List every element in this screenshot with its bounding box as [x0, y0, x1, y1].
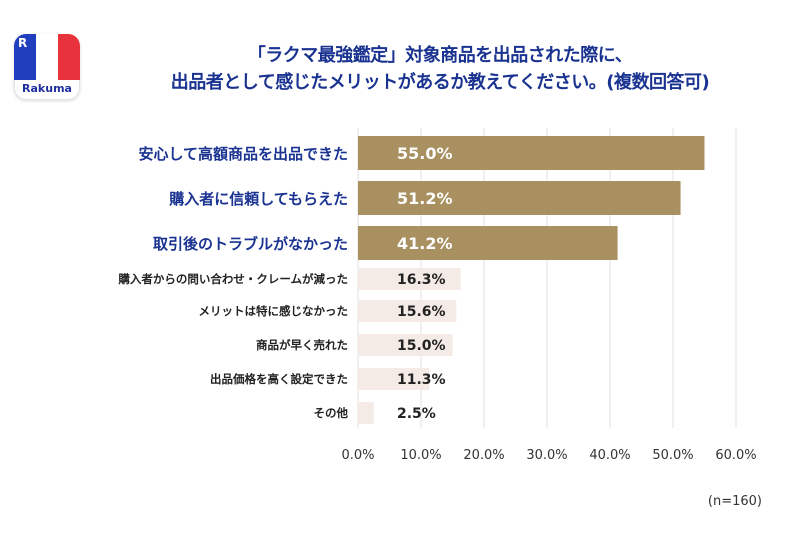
category-label: 取引後のトラブルがなかった — [153, 235, 348, 253]
flag-red-stripe — [58, 34, 80, 80]
x-tick-label: 20.0% — [463, 448, 504, 463]
x-tick-label: 60.0% — [715, 448, 756, 463]
bar — [358, 136, 705, 170]
data-label: 15.0% — [397, 338, 446, 354]
data-label: 15.6% — [397, 304, 446, 320]
data-label: 51.2% — [397, 189, 453, 208]
bar — [358, 226, 618, 260]
x-tick-label: 50.0% — [652, 448, 693, 463]
rakuma-logo: R Rakuma — [14, 34, 80, 100]
data-label: 11.3% — [397, 372, 446, 388]
flag-blue-stripe — [14, 34, 36, 80]
category-label: メリットは特に感じなかった — [199, 304, 349, 318]
bar — [358, 268, 461, 290]
bar — [358, 368, 430, 390]
chart-title-line-1: 「ラクマ最強鑑定」対象商品を出品された際に、 — [247, 45, 633, 66]
category-label: 安心して高額商品を出品できた — [138, 145, 348, 163]
logo-mark: R — [18, 36, 28, 50]
x-tick-label: 0.0% — [341, 448, 374, 463]
bar — [358, 181, 681, 215]
bar — [358, 334, 453, 356]
category-label: 購入者に信頼してもらえた — [168, 190, 348, 208]
category-label: 商品が早く売れた — [256, 338, 348, 352]
bar — [358, 402, 374, 424]
data-label: 55.0% — [397, 144, 453, 163]
bar — [358, 300, 457, 322]
x-tick-label: 10.0% — [400, 448, 441, 463]
category-label: 出品価格を高く設定できた — [210, 372, 348, 386]
sample-size-note: (n=160) — [707, 494, 762, 509]
x-tick-label: 40.0% — [589, 448, 630, 463]
logo-text: Rakuma — [22, 82, 72, 95]
chart-title-line-2: 出品者として感じたメリットがあるか教えてください。(複数回答可) — [170, 72, 710, 93]
flag-white-stripe — [36, 34, 58, 80]
x-tick-label: 30.0% — [526, 448, 567, 463]
data-label: 41.2% — [397, 234, 453, 253]
data-label: 2.5% — [397, 406, 436, 422]
category-label: その他 — [314, 406, 349, 420]
data-label: 16.3% — [397, 272, 446, 288]
category-label: 購入者からの問い合わせ・クレームが減った — [117, 272, 348, 286]
